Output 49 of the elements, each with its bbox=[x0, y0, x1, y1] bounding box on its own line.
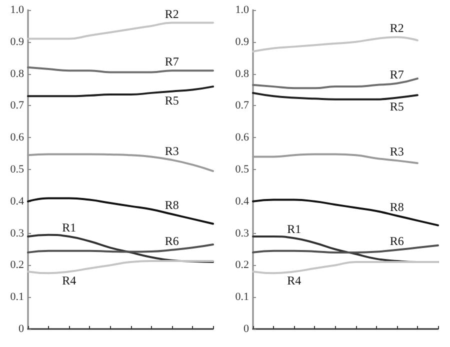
series-label: R4 bbox=[62, 274, 76, 288]
line-series bbox=[252, 198, 439, 226]
series-label: R6 bbox=[390, 234, 404, 248]
line-series bbox=[252, 261, 439, 274]
y-tick-label: 0.2 bbox=[10, 259, 24, 272]
line-series bbox=[252, 78, 418, 90]
y-tick-label: 0.5 bbox=[10, 164, 24, 176]
series-label: R1 bbox=[62, 220, 76, 234]
y-tick-label: 0.7 bbox=[235, 100, 250, 112]
y-tick-label: 0.9 bbox=[10, 36, 24, 48]
y-tick-label: 0.6 bbox=[235, 132, 250, 144]
y-tick-label: 0.8 bbox=[235, 68, 250, 80]
y-tick-label: 1.0 bbox=[235, 4, 250, 16]
line-series bbox=[27, 22, 214, 40]
y-tick-label: 0.4 bbox=[10, 195, 24, 208]
series-label: R6 bbox=[164, 234, 179, 248]
y-tick-label: 0.1 bbox=[10, 291, 24, 304]
line-series bbox=[27, 197, 214, 225]
series-label: R3 bbox=[390, 144, 404, 159]
series-label: R1 bbox=[287, 222, 302, 236]
series-label: R8 bbox=[390, 200, 404, 214]
series-label: R7 bbox=[390, 67, 404, 82]
series-label: R8 bbox=[164, 198, 179, 212]
y-tick-label: 0 bbox=[18, 323, 24, 335]
series-label: R2 bbox=[390, 21, 404, 36]
y-tick-label: 0.7 bbox=[10, 100, 24, 112]
y-tick-label: 0.5 bbox=[235, 164, 250, 176]
series-label: R2 bbox=[164, 6, 179, 21]
y-tick-label: 0.6 bbox=[10, 132, 24, 144]
y-tick-label: 0.1 bbox=[235, 291, 249, 304]
series-label: R4 bbox=[287, 274, 302, 288]
series-label: R5 bbox=[164, 93, 179, 108]
y-tick-label: 0.3 bbox=[235, 227, 250, 240]
y-tick-label: 0.4 bbox=[235, 195, 250, 208]
line-series bbox=[252, 244, 439, 254]
series-label: R7 bbox=[164, 54, 179, 69]
y-tick-label: 0.8 bbox=[10, 68, 24, 80]
y-tick-label: 0.2 bbox=[235, 259, 249, 272]
line-series bbox=[252, 36, 418, 52]
y-tick-label: 0 bbox=[244, 323, 250, 335]
line-series bbox=[27, 86, 214, 98]
series-label: R5 bbox=[390, 100, 404, 114]
series-label: R3 bbox=[164, 144, 179, 158]
line-series bbox=[27, 260, 214, 274]
line-series bbox=[27, 234, 214, 264]
y-tick-label: 0.3 bbox=[10, 227, 24, 240]
y-tick-label: 0.9 bbox=[235, 36, 250, 48]
y-tick-label: 1.0 bbox=[10, 4, 24, 16]
line-series bbox=[252, 92, 418, 100]
